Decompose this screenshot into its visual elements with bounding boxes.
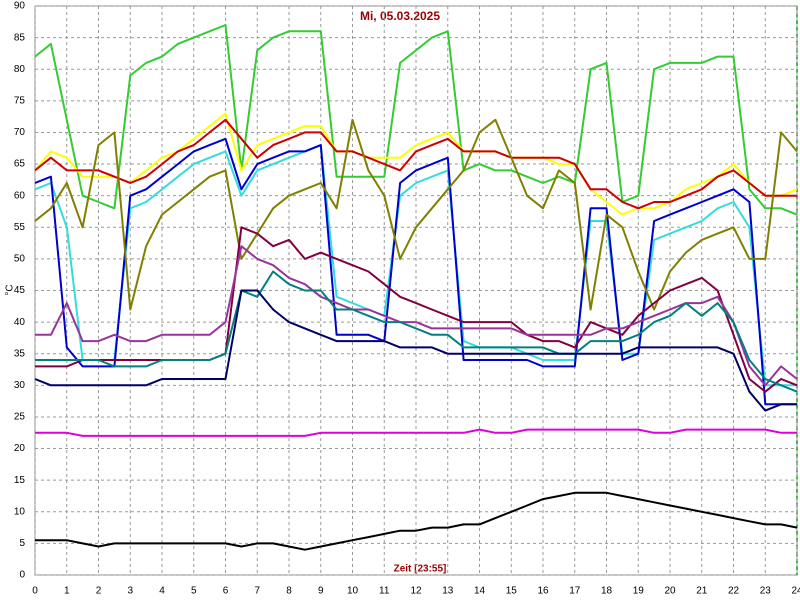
x-tick-label: 8 (286, 586, 292, 597)
y-tick-label: 35 (14, 348, 26, 359)
x-tick-label: 24 (791, 586, 800, 597)
series-line (34, 289, 797, 412)
x-tick-label: 18 (601, 586, 613, 597)
x-axis-label: Zeit [23:55] (394, 564, 447, 575)
series-line (34, 118, 798, 311)
y-axis-label: °C (5, 284, 16, 295)
y-tick-label: 65 (14, 159, 26, 170)
series-line (34, 24, 798, 216)
y-tick-label: 20 (14, 443, 26, 454)
series-line (34, 137, 797, 406)
x-tick-label: 10 (347, 586, 359, 597)
series-line (35, 245, 798, 387)
x-tick-label: 7 (254, 586, 260, 597)
x-tick-label: 3 (127, 586, 133, 597)
y-tick-label: 60 (14, 190, 26, 201)
y-tick-label: 55 (14, 222, 26, 233)
y-tick-label: 70 (14, 127, 26, 138)
y-tick-label: 90 (14, 1, 26, 12)
x-tick-label: 21 (696, 586, 708, 597)
x-tick-label: 9 (318, 586, 324, 597)
y-tick-label: 45 (14, 285, 26, 296)
y-tick-label: 40 (14, 317, 26, 328)
y-tick-label: 85 (14, 32, 26, 43)
x-tick-label: 1 (64, 586, 70, 597)
series-line (34, 144, 797, 387)
y-tick-label: 80 (14, 64, 26, 75)
y-tick-label: 15 (14, 475, 26, 486)
x-tick-label: 20 (664, 586, 676, 597)
series-line (35, 491, 798, 551)
chart-title: Mi, 05.03.2025 (360, 9, 440, 23)
y-tick-label: 50 (14, 254, 26, 265)
x-tick-label: 4 (159, 586, 165, 597)
x-tick-label: 11 (379, 586, 390, 597)
series-line (35, 270, 798, 393)
x-tick-label: 14 (474, 586, 486, 597)
series-line (35, 428, 797, 437)
y-tick-label: 10 (14, 506, 26, 517)
x-tick-label: 23 (760, 586, 772, 597)
x-tick-label: 0 (32, 586, 38, 597)
y-tick-label: 5 (19, 538, 25, 549)
y-tick-label: 75 (14, 95, 26, 106)
y-tick-label: 0 (19, 570, 25, 581)
x-tick-label: 2 (96, 586, 102, 597)
series-line (34, 118, 797, 210)
x-tick-label: 19 (633, 586, 645, 597)
x-tick-label: 13 (442, 586, 454, 597)
x-tick-label: 6 (223, 586, 229, 597)
x-tick-label: 22 (728, 586, 740, 597)
x-tick-label: 16 (537, 586, 549, 597)
x-tick-label: 5 (191, 586, 197, 597)
y-tick-label: 30 (14, 380, 26, 391)
y-tick-label: 25 (14, 412, 26, 423)
x-tick-label: 15 (506, 586, 518, 597)
x-tick-label: 17 (569, 586, 581, 597)
x-tick-label: 12 (410, 586, 422, 597)
